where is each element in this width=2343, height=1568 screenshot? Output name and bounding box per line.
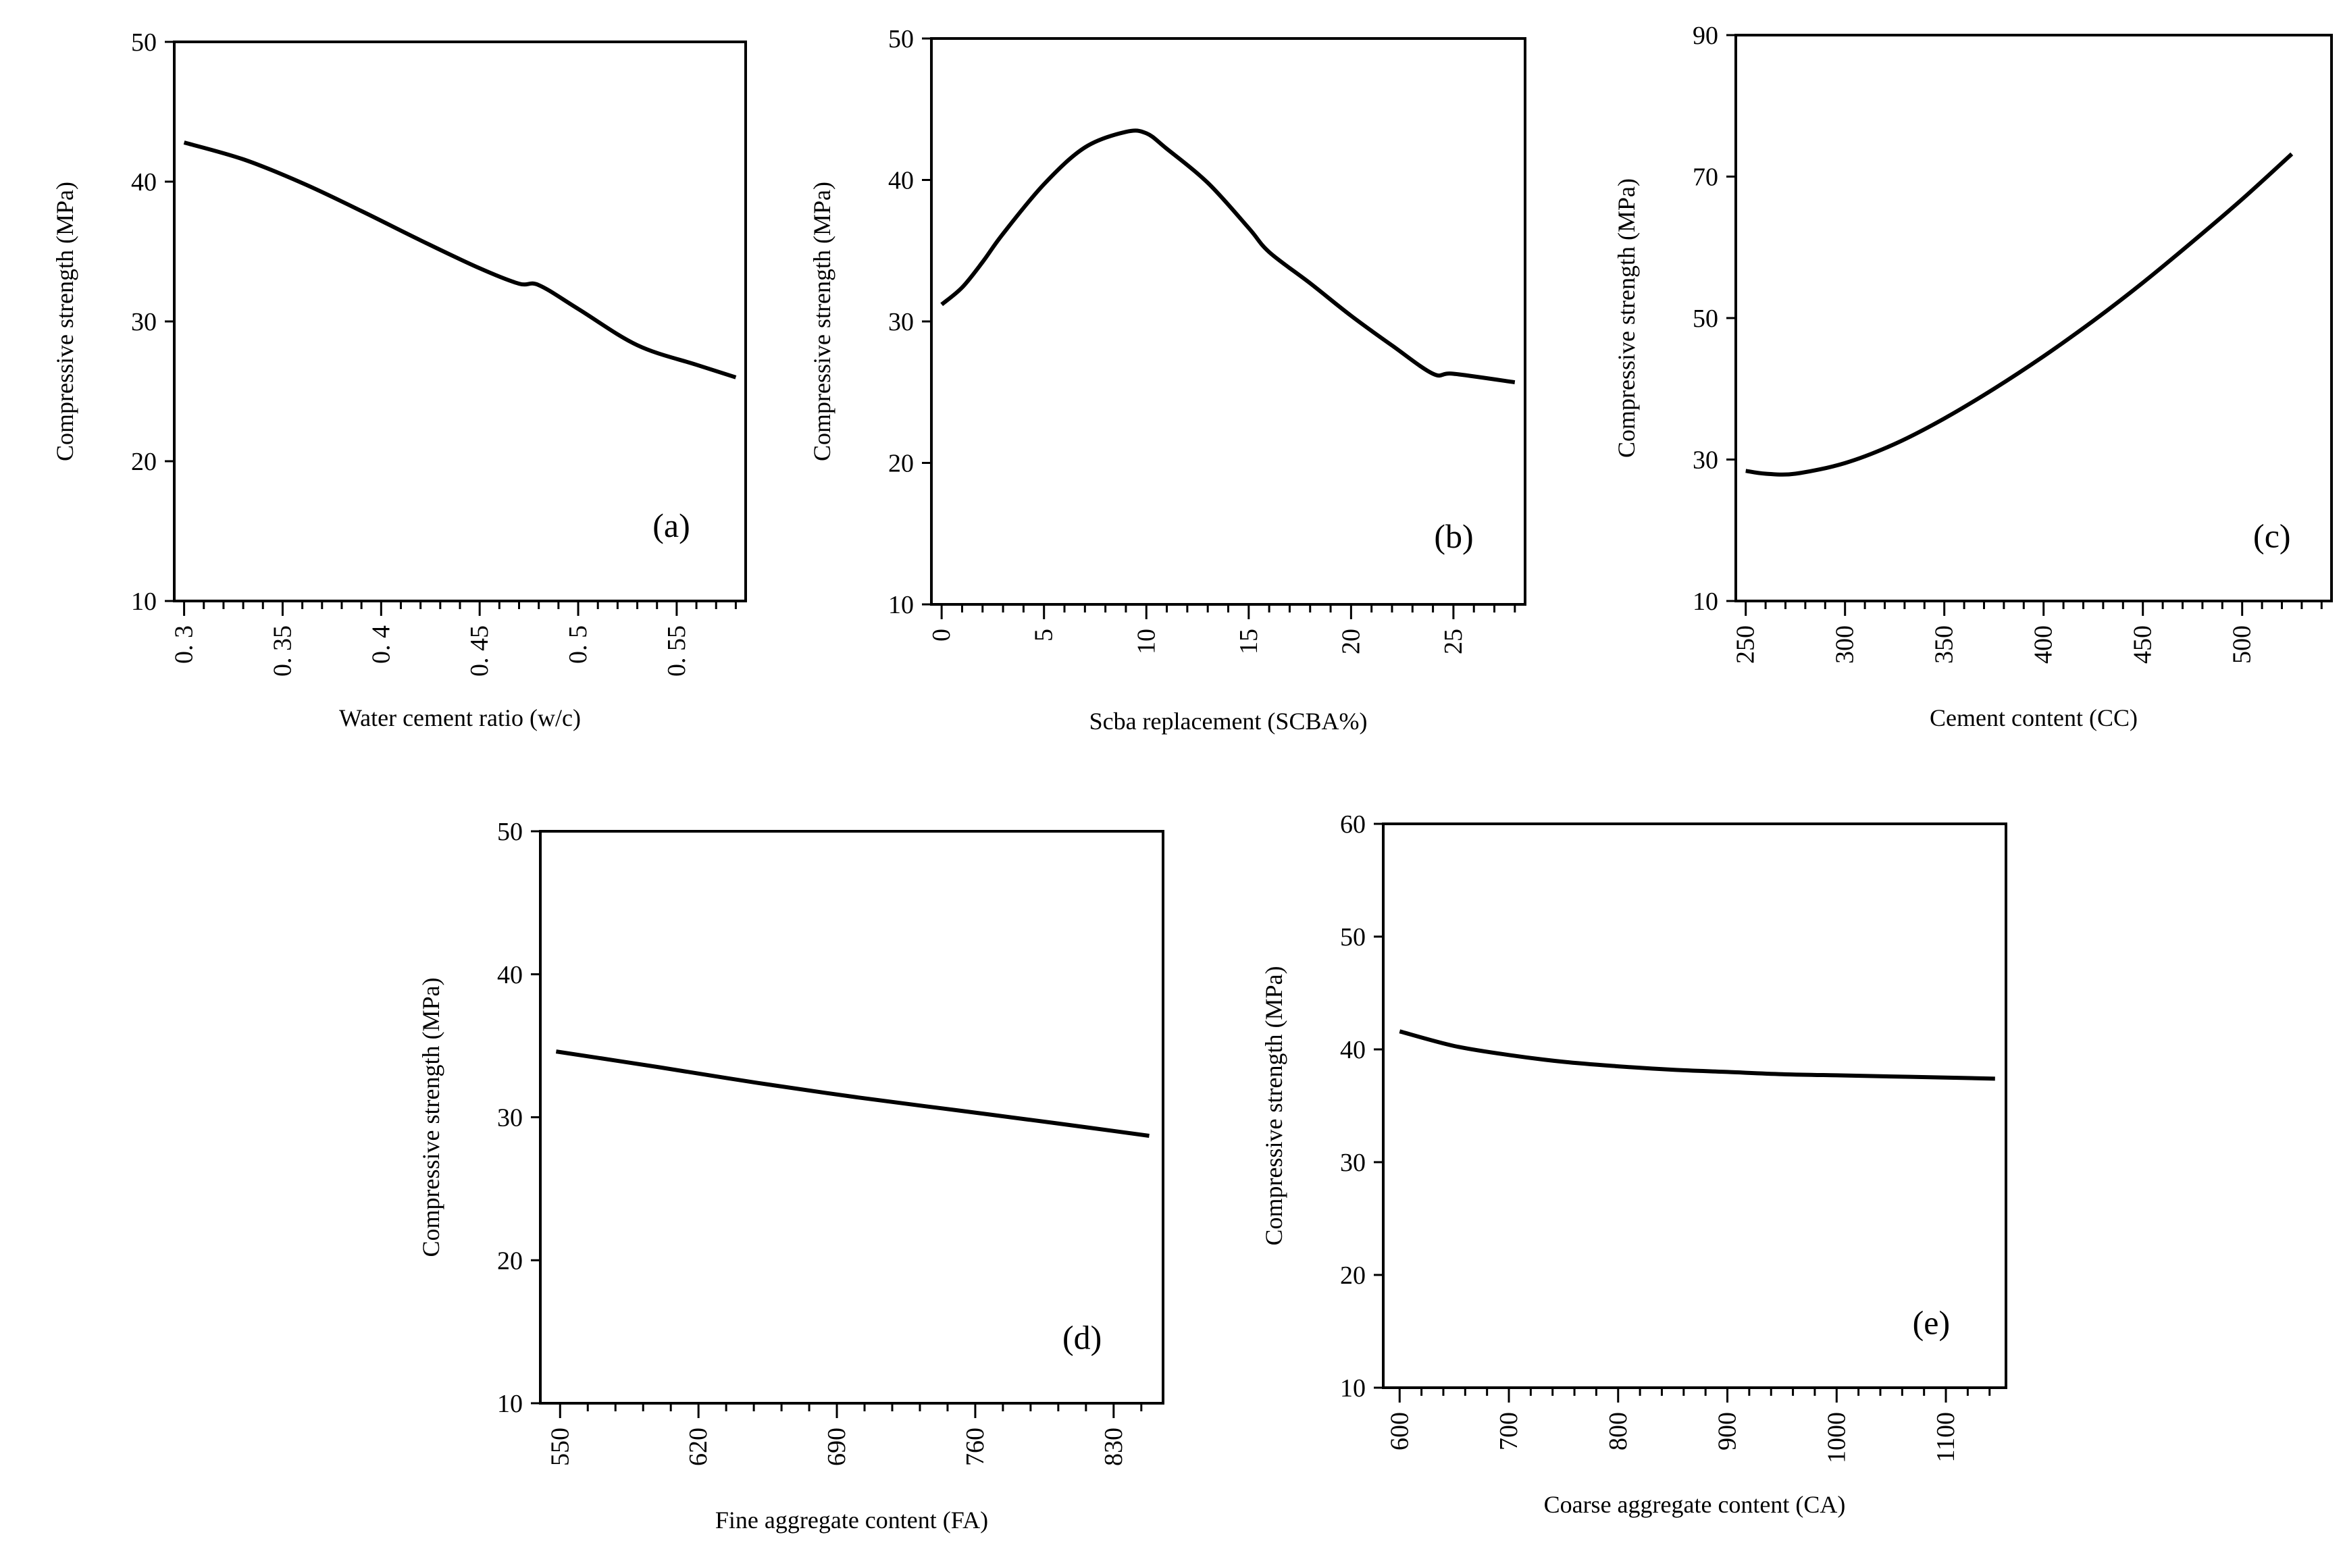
y-tick-label-a-0: 10 xyxy=(131,587,157,616)
data-line-c xyxy=(1745,152,2294,477)
x-tick-label-e-3: 900 xyxy=(1714,1412,1742,1451)
x-tick-label-b-5: 25 xyxy=(1439,629,1468,654)
x-tick-label-a-5: 0. 55 xyxy=(663,625,691,677)
x-tick-label-e-0: 600 xyxy=(1385,1412,1414,1451)
x-tick-label-d-4: 830 xyxy=(1100,1428,1128,1466)
x-axis-title-d: Fine aggregate content (FA) xyxy=(715,1507,988,1534)
y-axis-title-d: Compressive strength (MPa) xyxy=(417,978,444,1257)
x-axis-title-e: Coarse aggregate content (CA) xyxy=(1544,1491,1846,1518)
x-axis-title-c: Cement content (CC) xyxy=(1930,704,2138,731)
x-tick-label-b-0: 0 xyxy=(927,629,956,642)
y-axis-title-a: Compressive strength (MPa) xyxy=(51,182,78,461)
y-tick-label-d-1: 20 xyxy=(497,1247,523,1275)
x-tick-label-a-4: 0. 5 xyxy=(564,625,592,664)
y-tick-label-d-0: 10 xyxy=(497,1390,523,1418)
x-tick-label-c-1: 300 xyxy=(1831,625,1859,664)
y-tick-label-e-5: 60 xyxy=(1340,810,1366,839)
x-axis-title-b: Scba replacement (SCBA%) xyxy=(1089,708,1368,735)
x-tick-label-c-0: 250 xyxy=(1732,625,1760,664)
chart-panel-a: 10 20 30 40 50 0. 3 0. 35 0. 4 0. 45 0. 5 0. 55 (a)… xyxy=(51,28,747,731)
y-tick-label-c-4: 90 xyxy=(1693,22,1718,50)
data-line-a xyxy=(183,140,737,380)
chart-panel-d: 10 20 30 40 50 550 620 690 760 830 (d) Fine aggrega… xyxy=(417,818,1164,1534)
chart-panel-b: 10 20 30 40 50 0 5 10 15 20 25 (b) Scba replacement … xyxy=(808,25,1526,735)
panel-label-b: (b) xyxy=(1434,517,1473,555)
x-tick-label-b-1: 5 xyxy=(1030,629,1058,642)
x-tick-label-b-4: 20 xyxy=(1337,629,1365,654)
y-axis-title-e: Compressive strength (MPa) xyxy=(1260,966,1287,1246)
x-tick-label-c-4: 450 xyxy=(2129,625,2157,664)
x-tick-label-e-1: 700 xyxy=(1495,1412,1523,1451)
chart-panel-e: 10 20 30 40 50 60 600 700 800 900 1000 1100 (e) Coars… xyxy=(1260,810,2007,1518)
x-tick-label-a-3: 0. 45 xyxy=(465,625,494,677)
y-tick-label-c-1: 30 xyxy=(1693,446,1718,475)
y-tick-label-e-2: 30 xyxy=(1340,1149,1366,1177)
chart-panel-c: 10 30 50 70 90 250 300 350 400 450 500 (c) Cement co… xyxy=(1613,22,2333,731)
x-tick-label-d-1: 620 xyxy=(684,1428,713,1466)
y-tick-label-d-3: 40 xyxy=(497,961,523,989)
panel-label-e: (e) xyxy=(1913,1304,1951,1342)
panel-label-d: (d) xyxy=(1062,1319,1102,1357)
y-tick-label-b-1: 20 xyxy=(888,450,914,478)
plot-frame-e xyxy=(1382,822,2007,1389)
panel-label-a: (a) xyxy=(652,506,690,544)
y-tick-label-d-2: 30 xyxy=(497,1104,523,1132)
y-tick-label-a-1: 20 xyxy=(131,448,157,476)
x-tick-label-b-3: 15 xyxy=(1235,629,1263,654)
panel-label-c: (c) xyxy=(2253,517,2291,554)
y-tick-label-e-4: 50 xyxy=(1340,923,1366,951)
y-tick-label-a-3: 40 xyxy=(131,168,157,197)
x-tick-label-d-0: 550 xyxy=(546,1428,574,1466)
x-tick-label-e-2: 800 xyxy=(1604,1412,1632,1451)
x-tick-label-e-4: 1000 xyxy=(1822,1412,1851,1463)
y-axis-title-b: Compressive strength (MPa) xyxy=(808,182,835,461)
y-tick-label-c-0: 10 xyxy=(1693,587,1718,616)
y-tick-label-b-2: 30 xyxy=(888,308,914,336)
x-tick-label-c-3: 400 xyxy=(2030,625,2058,664)
x-tick-label-d-3: 760 xyxy=(961,1428,989,1466)
data-line-e xyxy=(1399,1029,1995,1081)
y-tick-label-e-1: 20 xyxy=(1340,1261,1366,1290)
y-tick-label-c-3: 70 xyxy=(1693,163,1718,192)
x-tick-label-e-5: 1100 xyxy=(1932,1412,1960,1463)
y-tick-label-e-0: 10 xyxy=(1340,1374,1366,1403)
data-line-d xyxy=(555,1049,1150,1138)
y-axis-title-c: Compressive strength (MPa) xyxy=(1613,178,1640,458)
x-tick-label-c-5: 500 xyxy=(2228,625,2257,664)
x-axis-title-a: Water cement ratio (w/c) xyxy=(339,704,581,731)
y-tick-label-e-3: 40 xyxy=(1340,1036,1366,1064)
y-tick-label-c-2: 50 xyxy=(1693,305,1718,333)
y-tick-label-a-2: 30 xyxy=(131,308,157,336)
y-tick-label-b-0: 10 xyxy=(888,591,914,619)
data-line-b xyxy=(940,128,1516,385)
x-tick-label-a-0: 0. 3 xyxy=(170,625,199,664)
x-tick-label-a-2: 0. 4 xyxy=(367,625,395,664)
x-tick-label-a-1: 0. 35 xyxy=(268,625,297,677)
x-tick-label-c-2: 350 xyxy=(1930,625,1959,664)
x-tick-label-b-2: 10 xyxy=(1132,629,1160,654)
y-tick-label-b-4: 50 xyxy=(888,25,914,53)
x-tick-label-d-2: 690 xyxy=(823,1428,851,1466)
y-tick-label-d-4: 50 xyxy=(497,818,523,846)
y-tick-label-b-3: 40 xyxy=(888,167,914,195)
y-tick-label-a-4: 50 xyxy=(131,28,157,57)
